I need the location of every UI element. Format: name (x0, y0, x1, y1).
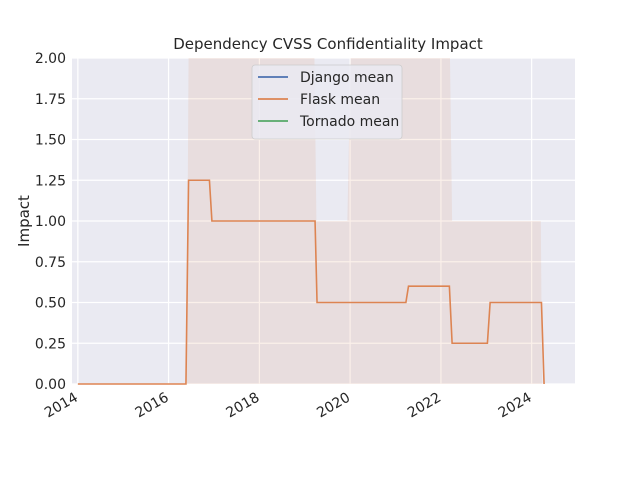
y-tick-label: 0.75 (35, 255, 66, 271)
y-tick-label: 1.50 (35, 133, 66, 149)
series-lines (77, 179, 545, 385)
x-tick-label: 2022 (405, 390, 444, 422)
y-tick-label: 0.50 (35, 296, 66, 312)
x-tick-label: 2020 (314, 390, 353, 422)
legend-label: Flask mean (300, 92, 380, 108)
y-tick-label: 0.00 (35, 377, 66, 393)
legend-box (251, 64, 403, 140)
x-tick-label: 2016 (133, 390, 172, 422)
chart-title: Dependency CVSS Confidentiality Impact (173, 35, 483, 53)
x-axis-ticks: 2014 2016 2018 2020 2022 2024 (42, 390, 535, 422)
y-tick-label: 0.25 (35, 336, 66, 352)
y-tick-label: 1.00 (35, 214, 66, 230)
x-tick-label: 2014 (42, 390, 81, 422)
legend: Django mean Flask mean Tornado mean (251, 64, 403, 140)
series-line-flask-mean (77, 179, 545, 385)
legend-label: Django mean (300, 70, 394, 86)
y-axis-ticks: 0.00 0.25 0.50 0.75 1.00 1.25 1.50 1.75 2.00 (35, 51, 66, 393)
y-tick-label: 1.25 (35, 173, 66, 189)
legend-label: Tornado mean (299, 114, 399, 130)
x-tick-label: 2018 (224, 390, 263, 422)
y-tick-label: 2.00 (35, 51, 66, 67)
y-tick-label: 1.75 (35, 92, 66, 108)
x-tick-label: 2024 (496, 390, 535, 422)
y-axis-label: Impact (15, 195, 33, 247)
